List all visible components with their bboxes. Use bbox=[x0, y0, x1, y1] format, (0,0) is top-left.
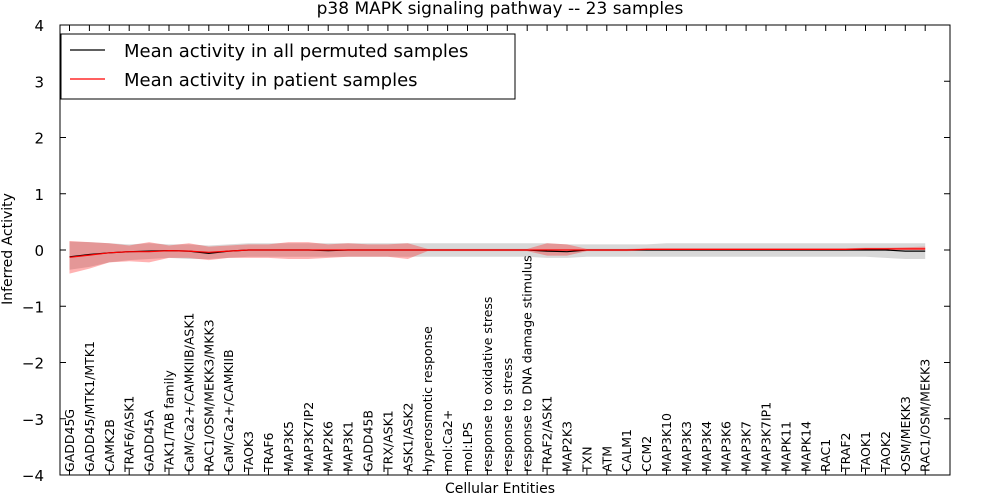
x-tick-label: MAP3K1 bbox=[341, 421, 356, 472]
x-axis-tick-labels: GADD45G GADD45/MTK1/MTK1 CAMK2B TRAF6/ASK1 G… bbox=[62, 255, 933, 473]
x-tick-label: response to oxidative stress bbox=[480, 297, 495, 472]
chart-title: p38 MAPK signaling pathway -- 23 samples bbox=[317, 0, 684, 19]
legend-label-permuted: Mean activity in all permuted samples bbox=[124, 41, 468, 62]
x-tick-label: CaM/Ca2+/CAMKIIB bbox=[221, 349, 236, 472]
x-tick-label: GADD45A bbox=[142, 410, 157, 472]
x-tick-label: ATM bbox=[599, 446, 614, 472]
x-tick-label: TAK1/TAB family bbox=[162, 369, 177, 473]
x-tick-label: MAP3K5 bbox=[281, 421, 296, 472]
plot-frame bbox=[59, 24, 951, 476]
x-tick-label: MAP2K3 bbox=[560, 421, 575, 472]
x-tick-label: CCM2 bbox=[639, 436, 654, 472]
x-tick-label: CAMK2B bbox=[102, 419, 117, 472]
y-tick-label: 3 bbox=[34, 73, 44, 91]
x-tick-label: hyperosmotic response bbox=[420, 326, 435, 472]
x-tick-label: TXN bbox=[579, 446, 594, 473]
x-tick-label: ASK1/ASK2 bbox=[400, 403, 415, 472]
y-axis-ticks: 4 3 2 1 0 −1 −2 −3 −4 bbox=[22, 17, 950, 485]
y-tick-label: −1 bbox=[22, 298, 44, 316]
x-tick-label: MAP3K7 bbox=[739, 421, 754, 472]
x-tick-label: MAP3K3 bbox=[679, 421, 694, 472]
legend-box bbox=[60, 33, 516, 100]
line-patient bbox=[69, 248, 926, 258]
band-permuted bbox=[69, 241, 926, 270]
x-tick-label: response to DNA damage stimulus bbox=[520, 255, 535, 472]
x-tick-label: MAP3K7IP2 bbox=[301, 402, 316, 472]
x-tick-label: GADD45B bbox=[361, 410, 376, 472]
x-tick-label: mol:Ca2+ bbox=[440, 410, 455, 472]
x-tick-label: TRAF2 bbox=[838, 432, 853, 473]
x-tick-label: CaM/Ca2+/CAMKIIB/ASK1 bbox=[181, 313, 196, 472]
x-tick-label: MAP3K7IP1 bbox=[759, 402, 774, 472]
x-tick-label: MAP3K10 bbox=[659, 413, 674, 472]
x-tick-label: GADD45/MTK1/MTK1 bbox=[82, 341, 97, 472]
x-tick-label: TRAF6/ASK1 bbox=[122, 396, 137, 473]
x-tick-label: mol:LPS bbox=[460, 422, 475, 472]
x-tick-label: MAP2K6 bbox=[321, 421, 336, 472]
series-lines bbox=[69, 248, 926, 258]
x-tick-label: MAP3K6 bbox=[719, 421, 734, 472]
x-tick-label: CALM1 bbox=[619, 429, 634, 472]
x-tick-label: MAPK11 bbox=[778, 421, 793, 472]
x-tick-label: TAOK3 bbox=[241, 431, 256, 473]
x-tick-label: GADD45G bbox=[62, 409, 77, 472]
y-tick-label: −4 bbox=[22, 467, 44, 485]
y-tick-label: 4 bbox=[34, 17, 44, 35]
x-tick-label: TRAF2/ASK1 bbox=[540, 396, 555, 473]
x-axis-ticks bbox=[69, 25, 926, 475]
legend-label-patient: Mean activity in patient samples bbox=[124, 70, 418, 91]
legend: Mean activity in all permuted samples Me… bbox=[60, 33, 516, 100]
y-tick-label: 1 bbox=[34, 186, 44, 204]
x-tick-label: OSM/MEKK3 bbox=[898, 396, 913, 472]
x-tick-label: MAP3K4 bbox=[699, 421, 714, 472]
y-tick-label: 0 bbox=[34, 242, 44, 260]
x-tick-label: RAC1/OSM/MEKK3 bbox=[918, 359, 933, 472]
x-tick-label: response to stress bbox=[500, 358, 515, 472]
x-axis-label: Cellular Entities bbox=[445, 481, 555, 497]
y-tick-label: −3 bbox=[22, 411, 44, 429]
y-tick-label: −2 bbox=[22, 355, 44, 373]
y-tick-label: 2 bbox=[34, 130, 44, 148]
x-tick-label: RAC1 bbox=[818, 439, 833, 472]
x-tick-label: TAOK2 bbox=[878, 431, 893, 473]
x-tick-label: RAC1/OSM/MEKK3/MKK3 bbox=[201, 319, 216, 472]
x-tick-label: TRAF6 bbox=[261, 432, 276, 473]
x-tick-label: TAOK1 bbox=[858, 431, 873, 473]
y-axis-label: Inferred Activity bbox=[0, 193, 16, 305]
x-tick-label: TRX/ASK1 bbox=[380, 410, 395, 473]
x-tick-label: MAPK14 bbox=[798, 421, 813, 472]
